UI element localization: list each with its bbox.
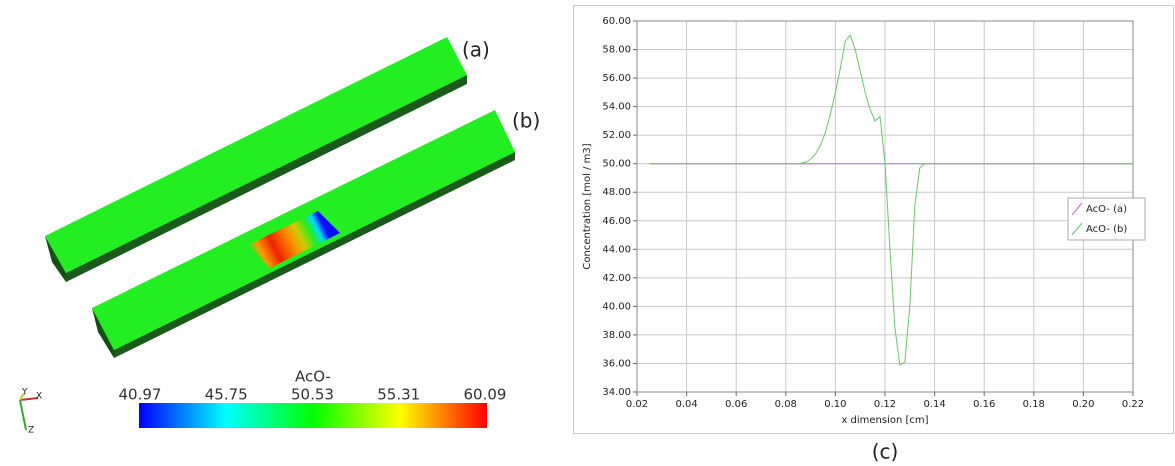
bar-b-gradient [248, 211, 340, 268]
y-tick-label: 58.00 [602, 45, 631, 56]
x-tick-label: 0.14 [923, 399, 945, 410]
caption: (c) [872, 440, 899, 464]
colorbar-tick-label: 50.53 [291, 386, 334, 404]
x-tick-label: 0.04 [675, 399, 697, 410]
axis-z [19, 399, 27, 431]
colorbar [139, 403, 487, 428]
y-tick-label: 36.00 [602, 358, 631, 369]
y-tick-label: 60.00 [602, 16, 631, 27]
y-tick-label: 42.00 [602, 273, 631, 284]
bar-a-end [45, 236, 66, 282]
legend-label: AcO- (a) [1086, 204, 1127, 215]
y-tick-label: 54.00 [602, 102, 631, 113]
bar-a-side [66, 75, 467, 282]
y-tick-label: 46.00 [602, 216, 631, 227]
bar-b-side [114, 152, 515, 358]
x-tick-label: 0.18 [1023, 399, 1045, 410]
axis-label: Z [28, 426, 34, 436]
x-tick-label: 0.10 [824, 399, 846, 410]
y-tick-label: 48.00 [602, 187, 631, 198]
legend-swatch [1071, 202, 1083, 216]
bar-b-end [92, 308, 114, 358]
x-tick-label: 0.16 [973, 399, 995, 410]
x-tick-label: 0.20 [1072, 399, 1094, 410]
y-tick-label: 34.00 [602, 387, 631, 398]
axis-label: Y [21, 388, 28, 398]
axis-label: X [36, 392, 42, 402]
y-tick-label: 40.00 [602, 301, 631, 312]
legend-label: AcO- (b) [1086, 224, 1127, 235]
x-axis-label: x dimension [cm] [841, 415, 928, 426]
label-b: (b) [512, 109, 540, 133]
x-tick-label: 0.12 [874, 399, 896, 410]
x-tick-label: 0.08 [775, 399, 797, 410]
x-tick-label: 0.06 [725, 399, 747, 410]
series-line [649, 34, 1133, 366]
x-tick-label: 0.22 [1122, 399, 1144, 410]
axis-x [19, 397, 39, 401]
label-a: (a) [462, 38, 490, 62]
bar-a-top [45, 37, 467, 273]
colorbar-tick-label: 40.97 [119, 386, 162, 404]
y-tick-label: 44.00 [602, 244, 631, 255]
colorbar-tick-label: 45.75 [205, 386, 248, 404]
y-tick-label: 50.00 [602, 159, 631, 170]
y-axis-label: Concentration [mol / m3] [582, 143, 593, 269]
y-tick-label: 52.00 [602, 130, 631, 141]
legend-swatch [1071, 222, 1083, 236]
colorbar-title: AcO- [295, 368, 331, 386]
x-tick-label: 0.02 [626, 399, 648, 410]
colorbar-tick-label: 55.31 [377, 386, 420, 404]
axis-y [19, 392, 25, 401]
colorbar-tick-label: 60.09 [464, 386, 507, 404]
y-tick-label: 38.00 [602, 330, 631, 341]
y-tick-label: 56.00 [602, 73, 631, 84]
